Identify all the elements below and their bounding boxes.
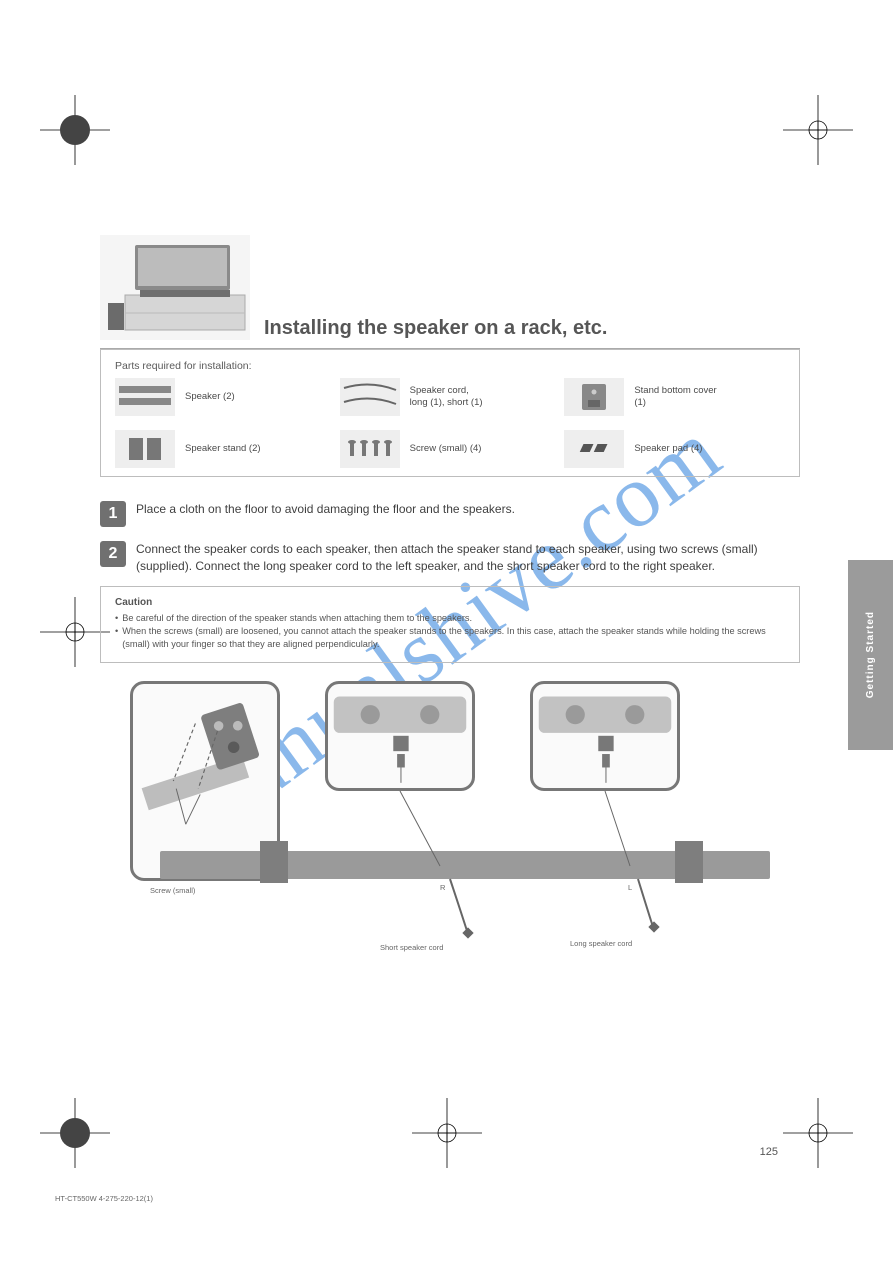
step-number: 1 bbox=[100, 501, 126, 527]
stand-bottom-cover-icon bbox=[564, 378, 624, 416]
parts-box: Parts required for installation: Speaker… bbox=[100, 349, 800, 477]
parts-item: Screw (small) (4) bbox=[404, 443, 561, 455]
speaker-cord-icon bbox=[340, 378, 400, 416]
step-text: Place a cloth on the floor to avoid dama… bbox=[136, 501, 515, 518]
crop-mark bbox=[783, 1098, 853, 1168]
crop-mark bbox=[40, 95, 110, 165]
parts-item: Speaker (2) bbox=[179, 391, 336, 403]
caution-line: When the screws (small) are loosened, yo… bbox=[115, 625, 785, 652]
footer-line: HT-CT550W 4-275-220-12(1) bbox=[55, 1194, 153, 1203]
step-1: 1 Place a cloth on the floor to avoid da… bbox=[100, 501, 800, 527]
installation-illustration-icon bbox=[100, 235, 250, 340]
long-cord-label: Long speaker cord bbox=[570, 939, 632, 948]
speaker-stand-icon bbox=[115, 430, 175, 468]
l-label: L bbox=[628, 883, 632, 892]
speaker-pad-icon bbox=[564, 430, 624, 468]
section-headline: Installing the speaker on a rack, etc. bbox=[264, 317, 607, 340]
parts-item: Speaker stand (2) bbox=[179, 443, 336, 455]
caution-box: Caution Be careful of the direction of t… bbox=[100, 586, 800, 663]
step-2: 2 Connect the speaker cords to each spea… bbox=[100, 541, 800, 576]
crop-mark bbox=[783, 95, 853, 165]
parts-item: Speaker cord,long (1), short (1) bbox=[404, 385, 561, 409]
parts-item: Stand bottom cover(1) bbox=[628, 385, 785, 409]
assembly-diagram: Screw (small) bbox=[130, 681, 770, 961]
section-header: Installing the speaker on a rack, etc. bbox=[100, 235, 800, 340]
caution-title: Caution bbox=[115, 597, 785, 608]
screw-icon bbox=[340, 430, 400, 468]
short-cord-label: Short speaker cord bbox=[380, 943, 443, 952]
step-text: Connect the speaker cords to each speake… bbox=[136, 541, 800, 576]
section-tab-label: Getting Started bbox=[865, 611, 876, 698]
section-tab: Getting Started bbox=[848, 560, 893, 750]
r-label: R bbox=[440, 883, 445, 892]
step-number: 2 bbox=[100, 541, 126, 567]
parts-item: Speaker pad (4) bbox=[628, 443, 785, 455]
crop-mark bbox=[40, 1098, 110, 1168]
crop-mark bbox=[412, 1098, 482, 1168]
parts-title: Parts required for installation: bbox=[115, 360, 785, 372]
speaker-icon bbox=[115, 378, 175, 416]
page-number: 125 bbox=[760, 1146, 778, 1158]
caution-line: Be careful of the direction of the speak… bbox=[115, 612, 785, 625]
